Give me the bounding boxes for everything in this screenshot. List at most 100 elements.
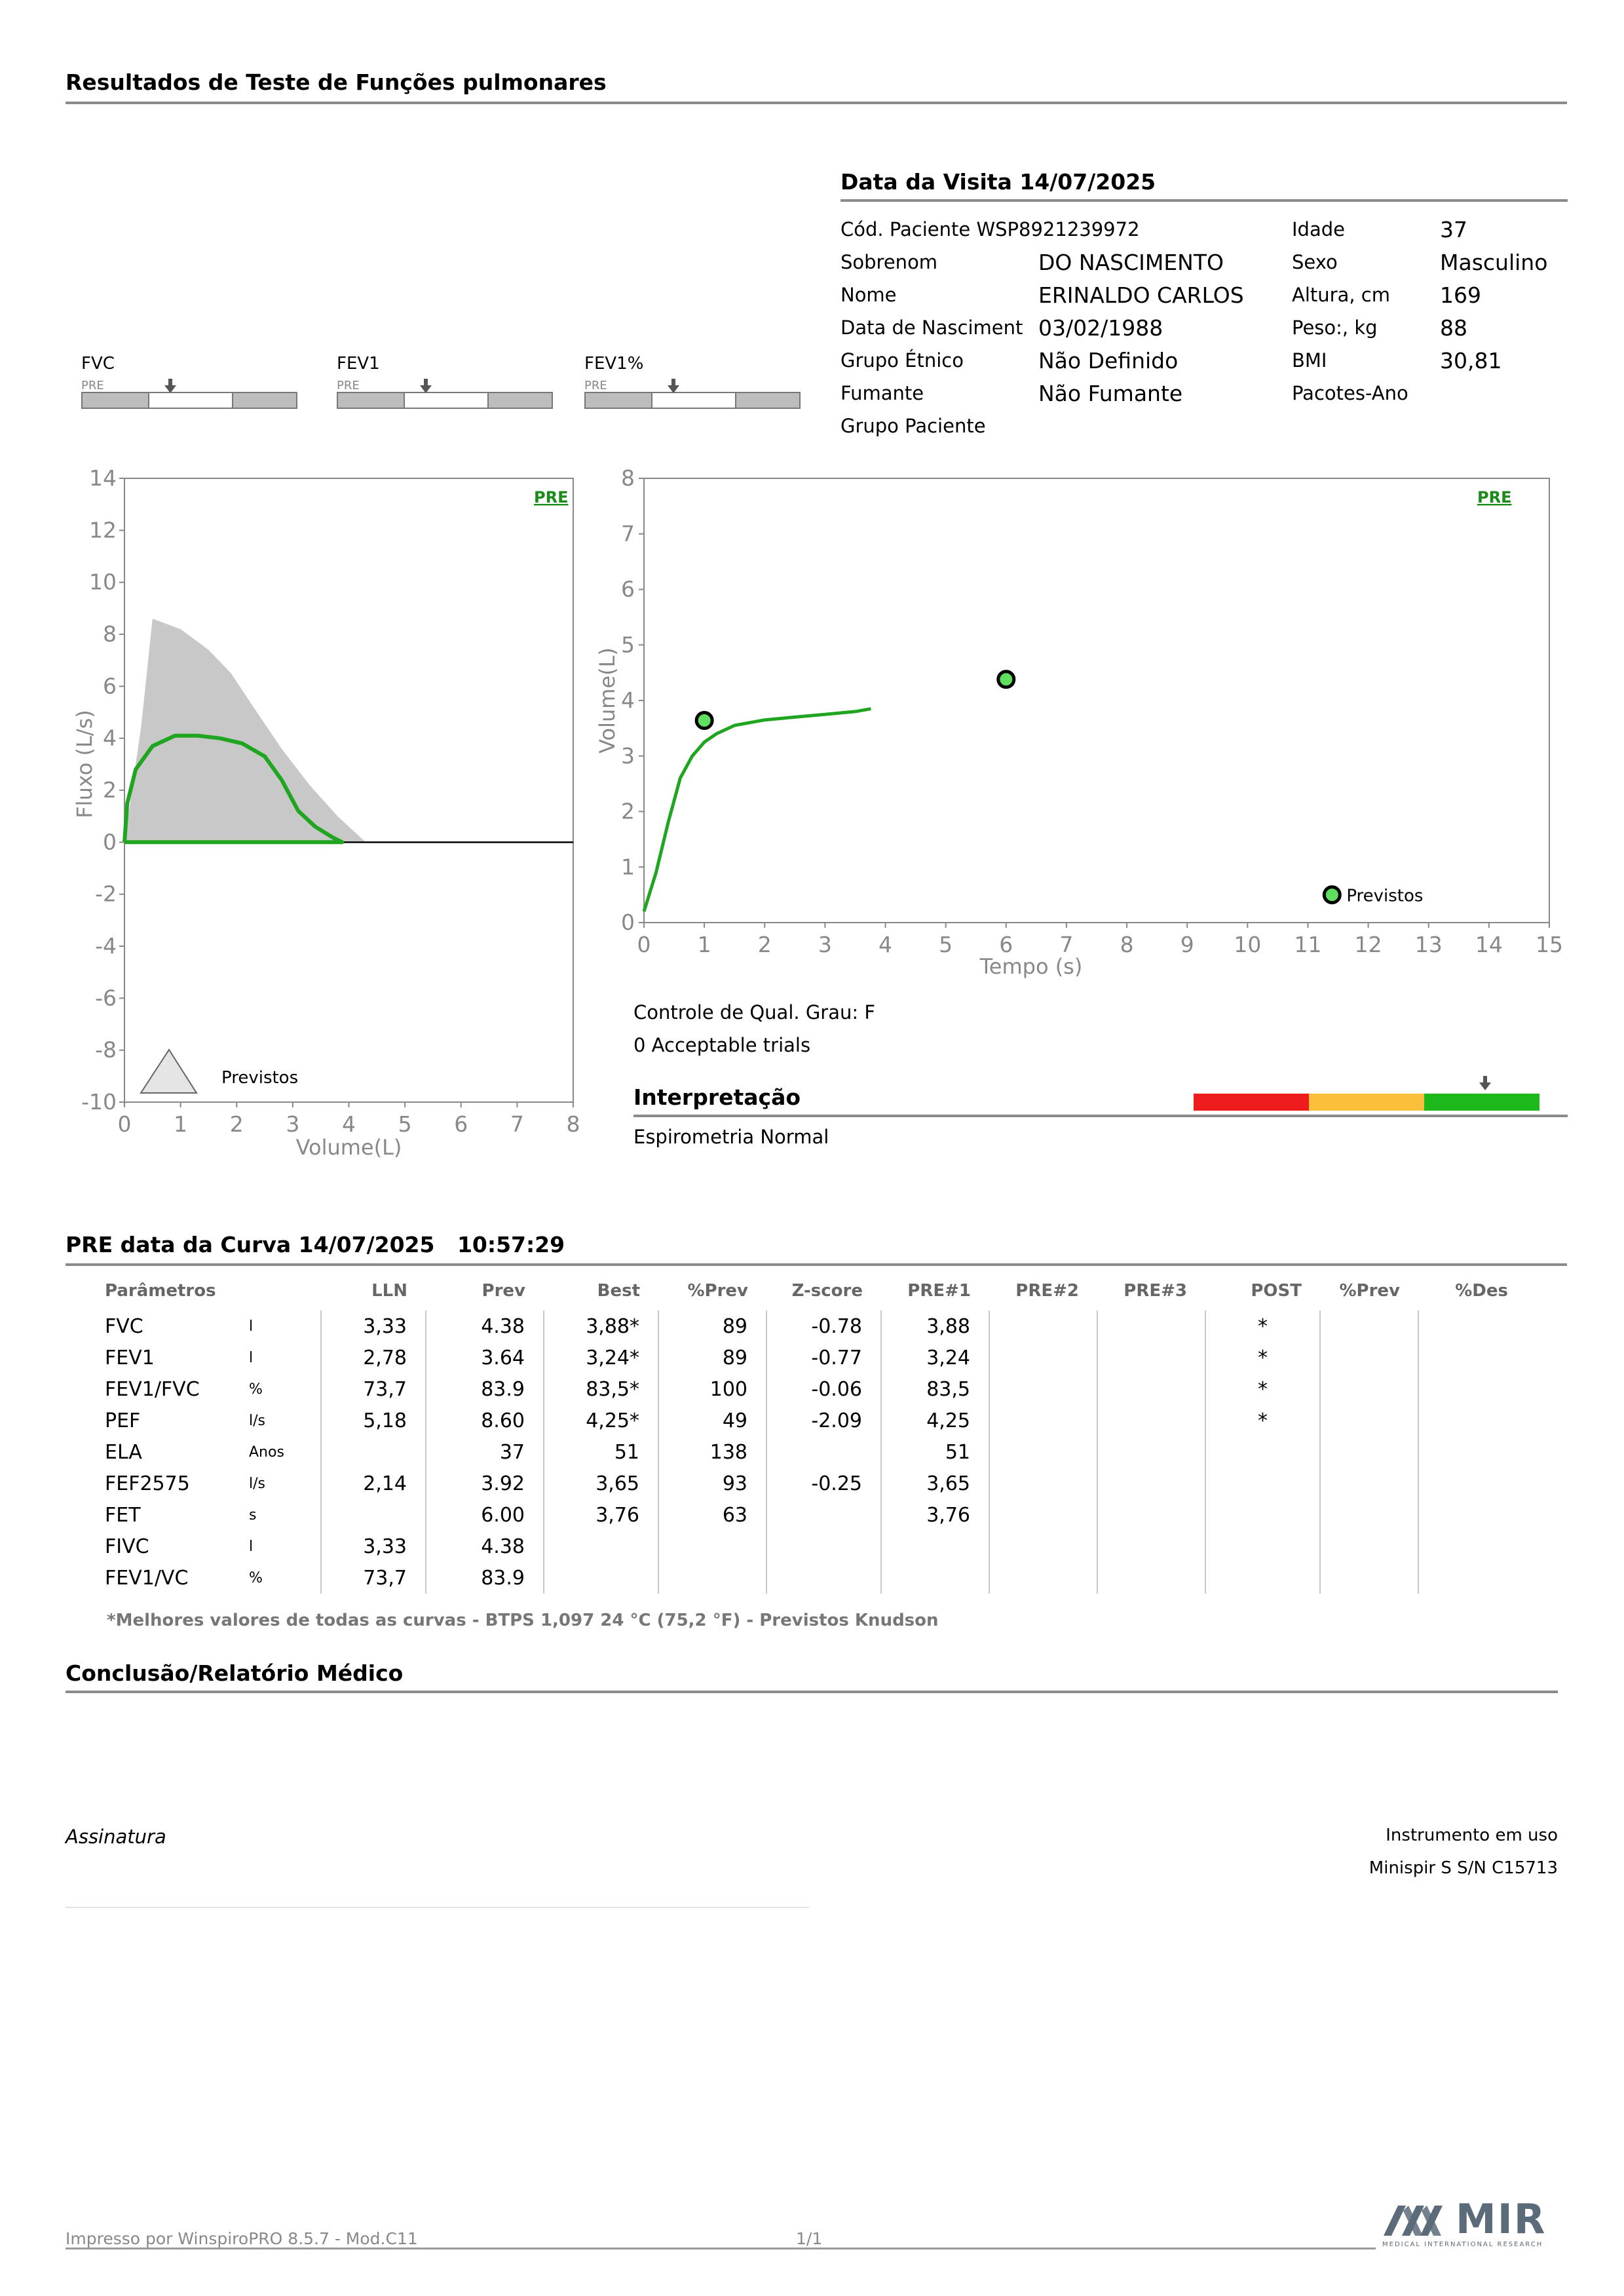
gauge-sub-1: PRE	[337, 379, 360, 392]
visit-field-value: ERINALDO CARLOS	[1038, 282, 1244, 308]
visit-right-label: Altura, cm	[1292, 284, 1390, 306]
table-value-cell	[1205, 1499, 1320, 1531]
table-value-cell	[1418, 1311, 1526, 1342]
interpretation-heading: Interpretação	[633, 1084, 801, 1110]
vt-y-tick-label: 0	[621, 909, 635, 935]
table-value-cell	[1418, 1436, 1526, 1468]
table-value-cell: 51	[543, 1436, 658, 1468]
table-value-cell: -0.06	[766, 1373, 881, 1405]
gauge-label-1: FEV1	[337, 354, 380, 373]
table-value-cell: 100	[658, 1373, 766, 1405]
gauge-sub-0: PRE	[81, 379, 104, 392]
gauge-normal-range	[148, 393, 233, 408]
table-header-cell: PRE#3	[1124, 1281, 1187, 1301]
visit-right-label: Idade	[1292, 218, 1345, 240]
table-value-cell: 49	[658, 1405, 766, 1436]
visit-field-value: Não Definido	[1038, 348, 1179, 373]
table-value-cell	[1097, 1499, 1205, 1531]
table-header-cell: %Des	[1455, 1281, 1508, 1301]
table-unit-cell: l/s	[249, 1412, 265, 1429]
gauge-sub-2: PRE	[584, 379, 607, 392]
table-value-cell	[1205, 1468, 1320, 1499]
table-unit-cell: s	[249, 1506, 257, 1523]
table-value-cell	[320, 1499, 426, 1531]
flow-y-tick-label: -6	[95, 985, 117, 1010]
table-value-cell	[766, 1499, 881, 1531]
visit-right-value: Masculino	[1440, 250, 1548, 275]
flow-y-tick-label: -8	[95, 1037, 117, 1063]
table-value-cell	[1418, 1499, 1526, 1531]
table-value-cell: -0.77	[766, 1342, 881, 1373]
vt-predicted-marker	[996, 670, 1016, 689]
flow-x-tick-label: 6	[454, 1111, 468, 1137]
table-value-cell	[766, 1531, 881, 1562]
table-row: FEV1 l 2,78 3.64 3,24* 89 -0.77 3,24 *	[105, 1342, 1526, 1373]
table-value-cell: 3,65	[880, 1468, 989, 1499]
table-value-cell: 4,25	[880, 1405, 989, 1436]
visit-field-label: Grupo Étnico	[840, 349, 964, 372]
table-row: FVC l 3,33 4.38 3,88* 89 -0.78 3,88 *	[105, 1311, 1526, 1342]
table-header-cell: POST	[1251, 1281, 1302, 1301]
flow-legend-label: Previstos	[221, 1068, 298, 1088]
instrument-label: Instrumento em uso	[1386, 1826, 1558, 1845]
table-value-cell: 83,5*	[543, 1373, 658, 1405]
table-value-cell	[880, 1531, 989, 1562]
table-value-cell: 51	[880, 1436, 989, 1468]
vt-x-tick-label: 8	[1120, 932, 1134, 957]
gauge-arrow-icon	[164, 379, 176, 393]
visit-field-label: Grupo Paciente	[840, 415, 986, 437]
vt-x-tick-label: 10	[1234, 932, 1261, 957]
table-row: PEF l/s 5,18 8.60 4,25* 49 -2.09 4,25 *	[105, 1405, 1526, 1436]
table-param-cell: FEF2575	[105, 1472, 190, 1495]
gauge-normal-range	[404, 393, 489, 408]
flow-x-axis-label: Volume(L)	[296, 1135, 402, 1160]
table-param-cell: FIVC	[105, 1535, 149, 1558]
acceptable-trials: 0 Acceptable trials	[633, 1034, 811, 1056]
table-value-cell: 3,65	[543, 1468, 658, 1499]
flow-y-tick-label: 10	[89, 569, 117, 595]
table-value-cell: 83.9	[425, 1562, 544, 1594]
interpretation-bar-red	[1194, 1094, 1309, 1111]
table-header-cell: LLN	[371, 1281, 407, 1301]
vt-y-tick-label: 1	[621, 854, 635, 879]
table-value-cell: 3,33	[320, 1531, 426, 1562]
flow-y-tick-label: -10	[81, 1089, 117, 1115]
table-value-cell	[989, 1562, 1097, 1594]
flow-y-tick-label: 6	[103, 673, 117, 698]
table-value-cell: *	[1205, 1311, 1320, 1342]
flow-y-tick-label: 14	[89, 465, 117, 491]
vt-x-tick-label: 1	[698, 932, 711, 957]
table-value-cell: 3,88*	[543, 1311, 658, 1342]
table-value-cell	[1097, 1436, 1205, 1468]
visit-field-value: DO NASCIMENTO	[1038, 250, 1224, 275]
table-value-cell: 3,24*	[543, 1342, 658, 1373]
table-value-cell	[320, 1436, 426, 1468]
table-value-cell	[1319, 1311, 1418, 1342]
gauge-arrow-icon	[420, 379, 432, 393]
table-value-cell	[543, 1562, 658, 1594]
flow-y-tick-label: -2	[95, 881, 117, 907]
flow-measured-curve	[123, 733, 345, 845]
curve-heading: PRE data da Curva 14/07/2025 10:57:29	[66, 1232, 565, 1257]
visit-divider	[840, 199, 1568, 202]
table-value-cell: 63	[658, 1499, 766, 1531]
vt-x-tick-label: 5	[939, 932, 953, 957]
flow-legend-icon	[140, 1048, 198, 1094]
table-value-cell	[1319, 1342, 1418, 1373]
patient-code: Cód. Paciente WSP8921239972	[840, 218, 1140, 240]
gauge-normal-range	[651, 393, 736, 408]
table-value-cell: 138	[658, 1436, 766, 1468]
table-header-cell: %Prev	[1339, 1281, 1400, 1301]
gauge-arrow-icon	[668, 379, 679, 393]
table-param-cell: FEV1/FVC	[105, 1377, 200, 1401]
flow-x-tick-label: 1	[174, 1111, 187, 1137]
vt-y-tick-label: 5	[621, 632, 635, 657]
table-value-cell	[1097, 1405, 1205, 1436]
conclusion-divider	[66, 1691, 1558, 1693]
quality-grade: Controle de Qual. Grau: F	[633, 1001, 876, 1024]
table-param-cell: FVC	[105, 1314, 143, 1338]
table-value-cell	[989, 1468, 1097, 1499]
table-value-cell	[880, 1562, 989, 1594]
table-value-cell	[1319, 1468, 1418, 1499]
table-value-cell	[658, 1562, 766, 1594]
